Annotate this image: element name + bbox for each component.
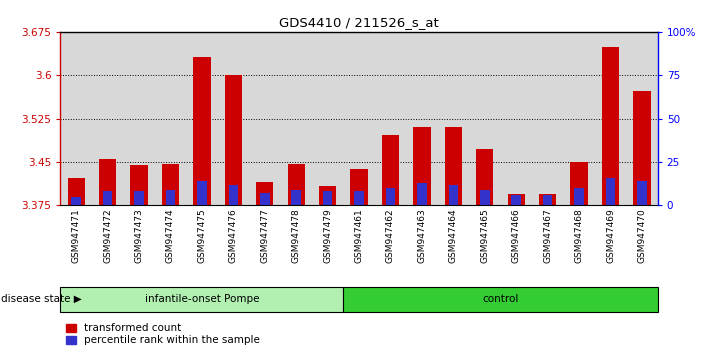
Bar (606, 178, 615, 205)
Bar (193, 57, 210, 205)
Bar (312, 32, 343, 205)
Bar (626, 32, 658, 205)
Bar (60, 32, 92, 205)
Bar (218, 32, 249, 205)
Bar (501, 32, 532, 205)
Bar (92, 32, 123, 205)
Bar (186, 32, 218, 205)
Bar (68, 178, 85, 205)
Bar (417, 183, 427, 205)
Bar (343, 32, 375, 205)
Bar (228, 184, 238, 205)
Text: disease state ▶: disease state ▶ (1, 294, 82, 304)
Legend: transformed count, percentile rank within the sample: transformed count, percentile rank withi… (65, 323, 260, 345)
Bar (280, 32, 312, 205)
Bar (634, 91, 651, 205)
Bar (595, 32, 626, 205)
Bar (71, 197, 81, 205)
Title: GDS4410 / 211526_s_at: GDS4410 / 211526_s_at (279, 16, 439, 29)
Bar (508, 194, 525, 205)
Bar (382, 135, 399, 205)
Bar (166, 190, 175, 205)
Bar (476, 149, 493, 205)
Bar (323, 192, 332, 205)
Bar (225, 75, 242, 205)
Bar (162, 164, 179, 205)
Bar (438, 32, 469, 205)
Bar (103, 192, 112, 205)
Bar (413, 127, 431, 205)
Bar (351, 170, 368, 205)
Bar (256, 182, 274, 205)
Bar (375, 32, 406, 205)
Bar (354, 192, 364, 205)
Bar (480, 190, 490, 205)
Bar (386, 188, 395, 205)
Bar (287, 164, 305, 205)
Bar (60, 287, 343, 312)
Bar (134, 192, 144, 205)
Bar (469, 32, 501, 205)
Bar (130, 165, 148, 205)
Bar (449, 184, 458, 205)
Bar (343, 287, 658, 312)
Bar (574, 188, 584, 205)
Bar (602, 47, 619, 205)
Bar (511, 195, 521, 205)
Bar (563, 32, 595, 205)
Bar (539, 194, 556, 205)
Bar (637, 181, 647, 205)
Text: infantile-onset Pompe: infantile-onset Pompe (144, 294, 259, 304)
Text: control: control (482, 294, 519, 304)
Bar (406, 32, 438, 205)
Bar (99, 159, 116, 205)
Bar (543, 195, 552, 205)
Bar (260, 193, 269, 205)
Bar (570, 162, 588, 205)
Bar (155, 32, 186, 205)
Bar (123, 32, 155, 205)
Bar (249, 32, 280, 205)
Bar (444, 127, 462, 205)
Bar (532, 32, 563, 205)
Bar (197, 181, 207, 205)
Bar (319, 186, 336, 205)
Bar (292, 190, 301, 205)
